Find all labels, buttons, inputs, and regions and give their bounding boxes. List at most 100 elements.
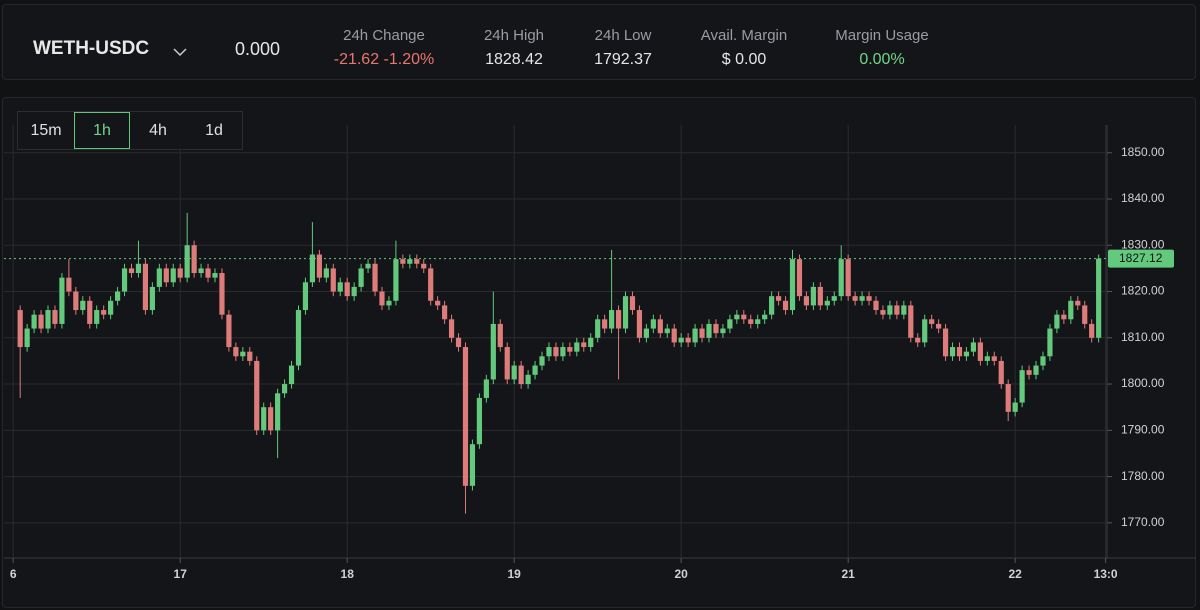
candle-body — [219, 273, 225, 315]
candle-body — [699, 328, 705, 338]
candle-body — [149, 286, 155, 311]
x-tick-label: 17 — [174, 567, 188, 581]
stat-label: Avail. Margin — [700, 27, 788, 44]
stat-value: 1828.42 — [485, 51, 543, 68]
candle-body — [713, 323, 719, 334]
candle-body — [991, 356, 997, 361]
candle-body — [135, 263, 142, 274]
candle-body — [588, 337, 594, 348]
candle-body — [156, 268, 162, 287]
candle-body — [984, 356, 990, 361]
candle-body — [421, 263, 427, 269]
candle-body — [894, 305, 900, 315]
candle-body — [1012, 402, 1018, 412]
timeframe-button[interactable]: 4h — [149, 122, 167, 139]
candle-body — [309, 254, 316, 283]
candle-body — [128, 268, 135, 274]
chevron[interactable] — [173, 47, 187, 57]
candle-body — [24, 328, 30, 348]
candle-body — [956, 347, 963, 357]
candle-body — [720, 328, 726, 334]
candle-body — [831, 296, 837, 301]
candle-body — [629, 296, 636, 311]
candle-body — [407, 259, 413, 264]
candle-body — [233, 347, 239, 357]
candle-body — [163, 268, 169, 283]
candle-body — [281, 384, 288, 394]
candle-body — [337, 282, 343, 292]
candle-body — [796, 259, 803, 297]
candle-body — [622, 296, 629, 329]
candle-body — [775, 296, 782, 301]
candle-body — [240, 351, 246, 357]
candle-body — [142, 263, 149, 311]
candle-body — [455, 337, 462, 348]
candle-body — [1047, 328, 1053, 357]
candle-body — [497, 323, 503, 348]
candle-body — [469, 444, 476, 486]
candle-body — [643, 328, 649, 338]
candle-body — [657, 319, 663, 334]
candle-body — [546, 347, 552, 357]
candle-body — [901, 305, 907, 315]
candle-body — [275, 393, 281, 431]
candle-body — [560, 347, 566, 357]
symbol[interactable]: WETH-USDC — [33, 38, 150, 59]
y-tick-label: 1790.00 — [1121, 422, 1165, 436]
x-tick-label: 20 — [674, 567, 688, 581]
timeframe-button[interactable]: 1h — [74, 112, 130, 149]
candle-body — [108, 300, 114, 315]
candle-body — [247, 351, 253, 361]
candle-body — [525, 374, 531, 385]
candle-body — [31, 314, 37, 329]
last-price-label: 1827.12 — [1119, 251, 1163, 265]
stat: Margin Usage 0.00% — [802, 27, 962, 69]
stat: 24h Low 1792.37 — [543, 27, 703, 69]
candle-body — [170, 268, 176, 283]
candle-body — [393, 259, 399, 301]
candle-body — [1019, 370, 1025, 403]
candle-body — [1026, 370, 1032, 375]
candle-body — [782, 300, 789, 311]
candle-body — [268, 407, 274, 431]
candle-body — [316, 254, 322, 278]
y-tick-label: 1800.00 — [1121, 376, 1165, 390]
y-tick-label: 1770.00 — [1121, 515, 1165, 529]
candle-body — [87, 300, 93, 324]
stat-label: 24h High — [483, 27, 545, 44]
y-tick-label: 1830.00 — [1121, 237, 1165, 251]
candle-body — [400, 259, 406, 264]
candle-body — [866, 296, 872, 301]
timeframe-button[interactable]: 1d — [205, 122, 223, 139]
candle-body — [198, 268, 204, 274]
candle-body — [226, 314, 232, 348]
candle-body — [184, 245, 190, 278]
candle-body — [288, 365, 295, 385]
candle-body — [1005, 384, 1011, 412]
candle-body — [692, 328, 698, 343]
candle-body — [80, 300, 86, 311]
candle-body — [908, 305, 914, 338]
stat: 24h High 1828.42 — [434, 27, 594, 69]
stat-label: 24h Change — [343, 27, 425, 44]
candle-body — [859, 296, 865, 301]
stat-value: $ 0.00 — [721, 51, 767, 68]
candle-body — [365, 263, 371, 269]
candle-body — [685, 337, 691, 343]
candle-body — [177, 268, 183, 278]
candle-body — [1089, 323, 1095, 338]
candle-body — [838, 259, 844, 297]
timeframe-button[interactable]: 15m — [30, 122, 62, 139]
stat-label: Margin Usage — [835, 27, 929, 44]
candle-body — [977, 342, 983, 361]
candle-body — [880, 310, 886, 315]
candle-body — [518, 365, 524, 385]
candle-body — [73, 291, 79, 311]
candle-body — [386, 300, 392, 306]
candle-body — [873, 300, 879, 311]
candle-body — [344, 282, 350, 297]
candle-body — [59, 277, 65, 324]
candle-body — [567, 347, 573, 352]
